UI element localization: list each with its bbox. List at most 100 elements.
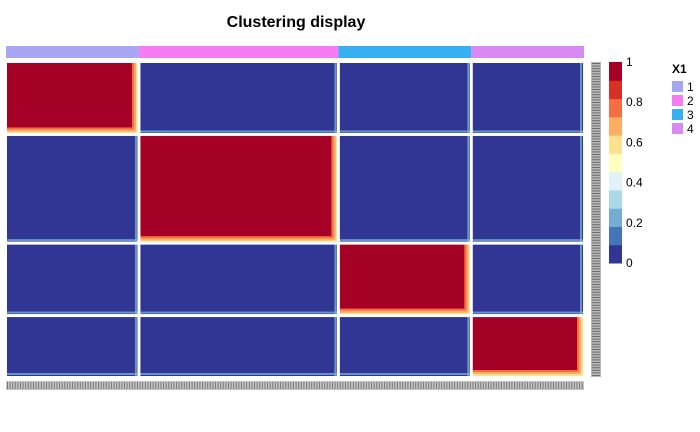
row-tick <box>592 120 600 121</box>
row-tick <box>592 333 600 334</box>
colorbar-step <box>609 80 622 99</box>
row-tick <box>592 206 600 207</box>
row-tick <box>592 289 600 290</box>
column-tick <box>59 382 60 389</box>
column-tick <box>407 382 408 389</box>
block-fringe <box>580 62 582 134</box>
column-tick <box>69 382 70 389</box>
row-tick <box>592 167 600 168</box>
row-tick <box>592 92 600 93</box>
column-tick <box>119 382 120 389</box>
column-tick <box>381 382 382 389</box>
block-fringe <box>471 130 584 132</box>
column-tick <box>457 382 458 389</box>
row-tick <box>592 164 600 165</box>
column-tick <box>257 382 258 389</box>
column-tick <box>563 382 564 389</box>
column-tick <box>475 382 476 389</box>
column-tick <box>186 382 187 389</box>
column-tick <box>324 382 325 389</box>
row-tick <box>592 68 600 69</box>
column-tick <box>410 382 411 389</box>
colorbar-step <box>609 117 622 136</box>
row-tick-marks <box>591 62 601 377</box>
column-tick <box>179 382 180 389</box>
column-tick <box>327 382 328 389</box>
column-tick <box>423 382 424 389</box>
block-fringe <box>331 134 333 243</box>
column-tick <box>205 382 206 389</box>
column-tick <box>452 382 453 389</box>
column-tick <box>454 382 455 389</box>
column-tick <box>15 382 16 389</box>
column-tick <box>116 382 117 389</box>
column-tick <box>54 382 55 389</box>
colorbar-tick-label: 0 <box>626 256 633 270</box>
column-tick <box>530 382 531 389</box>
column-tick <box>12 382 13 389</box>
row-tick <box>592 190 600 191</box>
column-tick <box>259 382 260 389</box>
row-tick <box>592 183 600 184</box>
column-tick <box>449 382 450 389</box>
column-tick <box>366 382 367 389</box>
row-tick <box>592 136 600 137</box>
column-tick <box>340 382 341 389</box>
row-tick <box>592 84 600 85</box>
column-tick <box>420 382 421 389</box>
block-fringe <box>338 130 471 132</box>
row-tick <box>592 209 600 210</box>
row-tick <box>592 297 600 298</box>
column-tick <box>173 382 174 389</box>
row-tick <box>592 144 600 145</box>
row-tick <box>592 107 600 108</box>
heatmap-cell-2-3 <box>338 134 471 243</box>
colorbar-step <box>609 135 622 154</box>
column-tick <box>537 382 538 389</box>
column-tick <box>228 382 229 389</box>
column-tick <box>316 382 317 389</box>
column-tick <box>459 382 460 389</box>
column-tick <box>405 382 406 389</box>
block-fringe <box>464 243 466 315</box>
annotation-segment-3 <box>338 46 471 58</box>
heatmap-cell-2-1 <box>6 134 139 243</box>
column-tick <box>397 382 398 389</box>
colorbar-tick-label: 0.8 <box>626 95 643 109</box>
column-tick <box>225 382 226 389</box>
colorbar-step <box>609 245 622 264</box>
row-tick <box>592 216 600 217</box>
block-fringe <box>467 316 469 377</box>
column-tick <box>298 382 299 389</box>
block-fringe <box>338 311 471 313</box>
legend-swatch-2 <box>672 95 683 106</box>
column-tick <box>127 382 128 389</box>
row-tick <box>592 112 600 113</box>
block-fringe <box>580 243 582 315</box>
row-tick <box>592 310 600 311</box>
legend-swatch-3 <box>672 109 683 120</box>
row-tick <box>592 214 600 215</box>
column-tick <box>129 382 130 389</box>
row-tick <box>592 349 600 350</box>
column-tick <box>511 382 512 389</box>
column-tick <box>379 382 380 389</box>
block-fringe <box>471 239 584 241</box>
column-tick <box>49 382 50 389</box>
column-tick <box>168 382 169 389</box>
column-tick <box>103 382 104 389</box>
row-tick <box>592 76 600 77</box>
row-tick <box>592 201 600 202</box>
column-tick <box>160 382 161 389</box>
column-tick <box>238 382 239 389</box>
column-tick <box>88 382 89 389</box>
column-tick <box>111 382 112 389</box>
column-tick <box>192 382 193 389</box>
row-tick <box>592 81 600 82</box>
column-tick <box>433 382 434 389</box>
row-tick <box>592 362 600 363</box>
heatmap-cell-4-1 <box>6 316 139 377</box>
row-tick <box>592 128 600 129</box>
column-tick <box>441 382 442 389</box>
